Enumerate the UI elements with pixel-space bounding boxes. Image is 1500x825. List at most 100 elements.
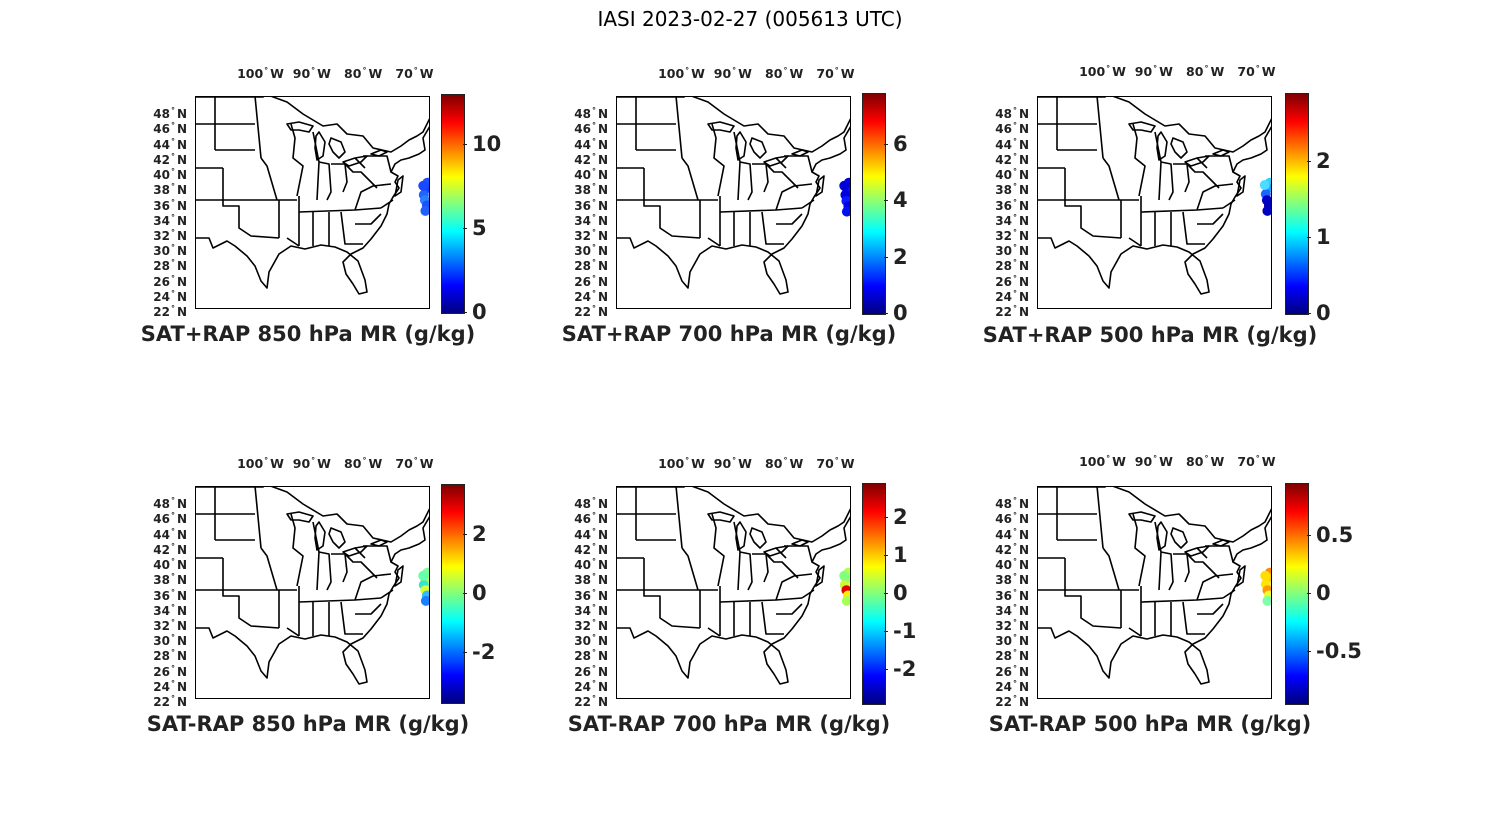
- lat-tick-label: 42° N: [153, 541, 187, 557]
- lon-tick-label: 70° W: [816, 456, 855, 472]
- boundary-line: [354, 157, 366, 169]
- state-boundaries: [616, 486, 851, 685]
- figure-title: IASI 2023-02-27 (005613 UTC): [597, 7, 903, 31]
- obs-point: [418, 570, 429, 581]
- lat-tick-label: 38° N: [153, 182, 187, 198]
- boundary-line: [719, 597, 803, 603]
- lat-tick-label: 32° N: [574, 617, 608, 633]
- colorbar-tick-label: 1: [1316, 225, 1331, 250]
- state-boundaries: [1037, 486, 1272, 685]
- boundary-line: [363, 155, 392, 173]
- lon-tick-label: 80° W: [344, 456, 383, 472]
- boundary-line: [195, 486, 430, 543]
- lon-tick-label: 70° W: [816, 66, 855, 82]
- boundary-line: [1156, 521, 1168, 551]
- colorbar-tick-label: 1: [893, 543, 908, 568]
- boundary-line: [380, 589, 394, 599]
- lat-tick-label: 22° N: [574, 304, 608, 319]
- lon-tick-label: 80° W: [765, 456, 804, 472]
- colorbar-tick-label: -2: [472, 639, 496, 664]
- boundary-line: [370, 539, 388, 547]
- lat-tick-label: 40° N: [995, 167, 1029, 183]
- boundary-line: [340, 211, 363, 245]
- lat-tick-label: 32° N: [995, 617, 1029, 633]
- colorbar-tick: [463, 651, 467, 653]
- boundary-line: [1160, 161, 1174, 201]
- boundary-line: [681, 547, 699, 591]
- boundary-line: [1128, 237, 1142, 247]
- lon-tick-label: 80° W: [1186, 454, 1225, 470]
- boundary-line: [1186, 553, 1220, 579]
- lat-tick-label: 28° N: [574, 648, 608, 664]
- obs-point: [1260, 570, 1271, 581]
- lon-tick-label: 70° W: [395, 66, 434, 82]
- lat-tick-label: 44° N: [995, 136, 1029, 152]
- lat-tick-label: 42° N: [995, 151, 1029, 167]
- boundary-line: [342, 545, 368, 557]
- lon-tick-label: 80° W: [344, 66, 383, 82]
- map-panel-6: [1037, 486, 1272, 699]
- colorbar-tick: [884, 555, 888, 557]
- obs-point: [420, 595, 430, 606]
- lat-tick-label: 30° N: [574, 243, 608, 259]
- colorbar-tick: [1307, 161, 1311, 163]
- boundary-line: [354, 183, 392, 211]
- colorbar-tick: [884, 668, 888, 670]
- panel-title: SAT+RAP 700 hPa MR (g/kg): [561, 322, 897, 346]
- lat-tick-label: 22° N: [995, 694, 1029, 709]
- boundary-line: [791, 149, 809, 157]
- colorbar-tick-label: 0: [472, 581, 487, 605]
- lat-tick-label: 30° N: [995, 633, 1029, 649]
- boundary-line: [1037, 96, 1272, 153]
- boundary-line: [328, 527, 346, 549]
- obs-point: [839, 180, 850, 191]
- boundary-line: [1140, 207, 1224, 213]
- boundary-line: [286, 511, 314, 523]
- boundary-line: [752, 553, 769, 583]
- boundary-line: [711, 123, 725, 197]
- boundary-line: [1222, 199, 1236, 209]
- lat-tick-label: 24° N: [153, 288, 187, 304]
- colorbar-tick: [1307, 313, 1311, 314]
- boundary-line: [765, 553, 799, 579]
- boundary-line: [776, 213, 803, 225]
- colorbar-tick: [884, 313, 888, 314]
- lat-tick-label: 24° N: [995, 678, 1029, 694]
- boundary-line: [763, 545, 789, 557]
- lat-tick-label: 38° N: [995, 572, 1029, 588]
- lat-tick-label: 48° N: [153, 106, 187, 122]
- lat-tick-label: 34° N: [153, 212, 187, 228]
- lon-tick-label: 70° W: [395, 456, 434, 472]
- boundary-line: [1196, 573, 1234, 601]
- boundary-line: [707, 511, 735, 523]
- boundary-line: [1170, 137, 1188, 159]
- state-boundaries: [195, 96, 430, 295]
- lat-tick-label: 46° N: [995, 511, 1029, 527]
- lat-tick-label: 46° N: [153, 121, 187, 137]
- boundary-line: [314, 521, 326, 551]
- lat-tick-label: 36° N: [995, 197, 1029, 213]
- lat-tick-label: 40° N: [574, 557, 608, 573]
- boundary-line: [195, 199, 280, 239]
- boundary-line: [1236, 175, 1246, 197]
- obs-point: [841, 595, 851, 606]
- boundary-line: [254, 96, 262, 159]
- lat-tick-label: 26° N: [574, 273, 608, 289]
- boundary-line: [1186, 163, 1220, 189]
- boundary-line: [1102, 547, 1120, 591]
- colorbar-tick-label: 0: [893, 581, 908, 605]
- boundary-line: [1205, 155, 1234, 173]
- boundary-line: [286, 237, 300, 247]
- state-boundaries: [616, 96, 851, 295]
- boundary-line: [344, 163, 378, 189]
- boundary-line: [1160, 551, 1174, 591]
- lat-tick-label: 42° N: [574, 151, 608, 167]
- obs-point: [841, 206, 851, 217]
- obs-point: [1262, 595, 1272, 606]
- panel-title: SAT-RAP 700 hPa MR (g/kg): [567, 712, 891, 736]
- map-frame: [195, 486, 430, 699]
- panel-title: SAT+RAP 500 hPa MR (g/kg): [982, 323, 1318, 347]
- boundary-line: [1184, 155, 1210, 167]
- boundary-line: [254, 486, 262, 549]
- boundary-line: [1173, 163, 1190, 193]
